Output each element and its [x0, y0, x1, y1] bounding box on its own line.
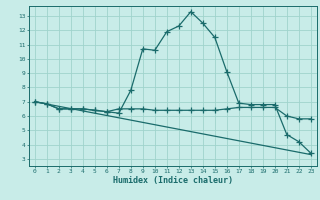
X-axis label: Humidex (Indice chaleur): Humidex (Indice chaleur) — [113, 176, 233, 185]
